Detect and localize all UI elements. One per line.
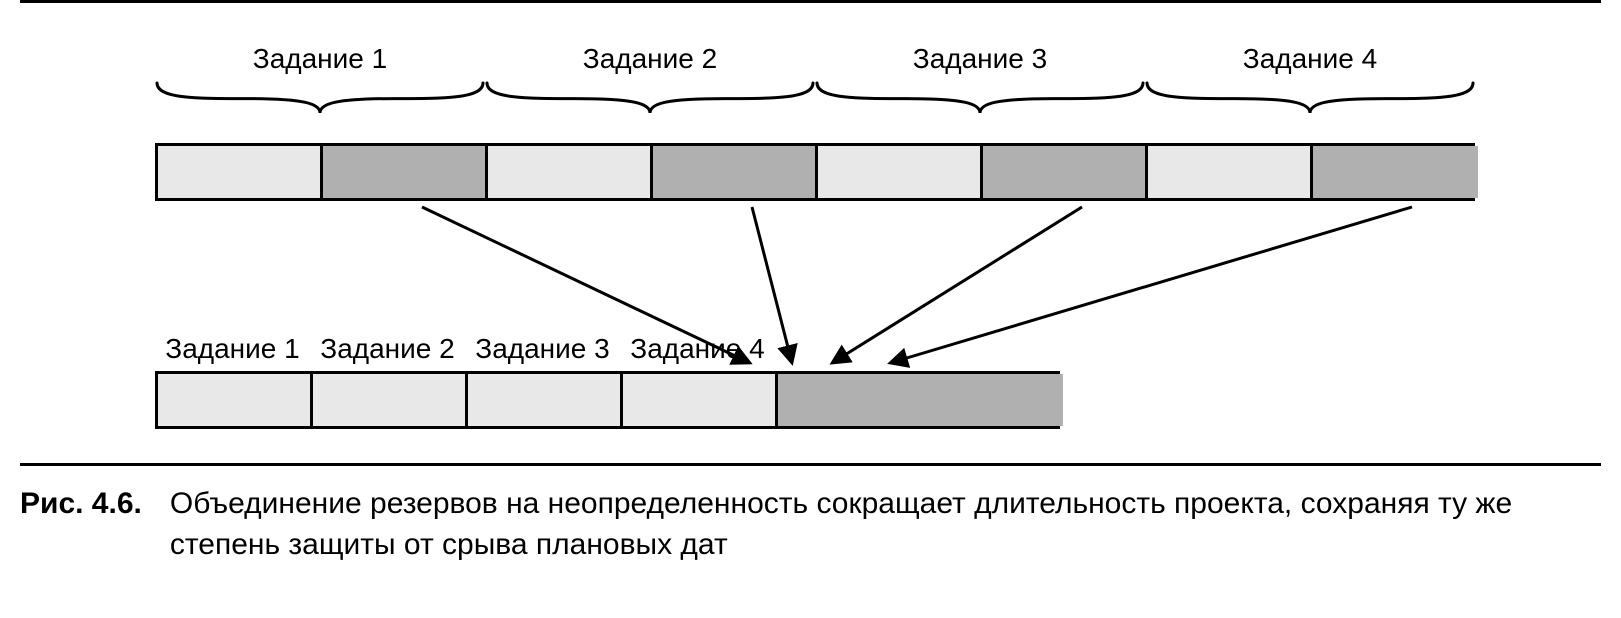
buffer-segment [323, 146, 488, 198]
top-task-label: Задание 3 [910, 43, 1050, 75]
brace [155, 81, 485, 119]
buffer-segment [1313, 146, 1478, 198]
brace [1145, 81, 1475, 119]
task-segment [158, 146, 323, 198]
task-segment [1148, 146, 1313, 198]
top-task-label: Задание 2 [580, 43, 720, 75]
task-segment [313, 374, 468, 426]
bottom-task-label: Задание 3 [468, 333, 618, 365]
bottom-bar [155, 371, 1060, 429]
task-segment [468, 374, 623, 426]
task-segment [488, 146, 653, 198]
brace [485, 81, 815, 119]
task-segment [158, 374, 313, 426]
task-segment [623, 374, 778, 426]
buffer-segment [653, 146, 818, 198]
bottom-task-label: Задание 1 [158, 333, 308, 365]
bottom-task-label: Задание 2 [313, 333, 463, 365]
caption-text: Объединение резервов на неопределенность… [170, 484, 1601, 565]
figure: Задание 1Задание 2Задание 3Задание 4Зада… [0, 0, 1621, 565]
top-task-label: Задание 4 [1240, 43, 1380, 75]
arrow [890, 207, 1412, 363]
task-segment [818, 146, 983, 198]
buffer-segment [983, 146, 1148, 198]
top-task-label: Задание 1 [250, 43, 390, 75]
top-bar [155, 143, 1475, 201]
brace [815, 81, 1145, 119]
combined-buffer-segment [778, 374, 1063, 426]
diagram-area: Задание 1Задание 2Задание 3Задание 4Зада… [20, 3, 1601, 463]
caption-label: Рис. 4.6. [20, 484, 142, 525]
caption: Рис. 4.6. Объединение резервов на неопре… [0, 466, 1621, 565]
bottom-task-label: Задание 4 [623, 333, 773, 365]
arrow [832, 207, 1082, 363]
